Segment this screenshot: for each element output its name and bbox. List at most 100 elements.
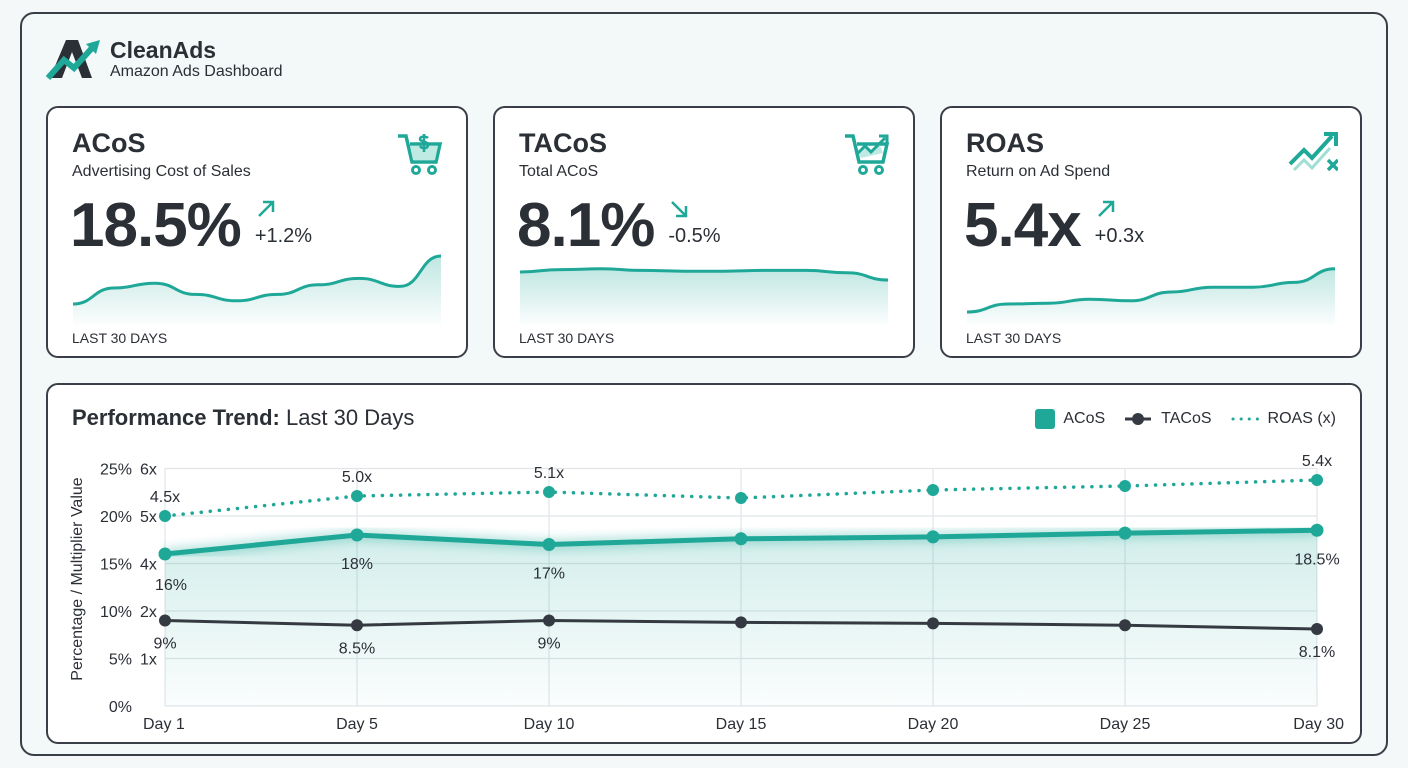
sparkline-line	[519, 267, 889, 282]
performance-chart: 0% 5% 1x 10% 2x 15% 4x 20% 5x 25% 6x Day 1 Day 5 Day …	[69, 453, 1344, 733]
data-point	[926, 530, 940, 544]
data-point	[734, 532, 748, 546]
card-value: 18.5%	[70, 191, 242, 260]
y-tick-pct: 25%	[100, 462, 132, 479]
x-tick-label: Day 20	[908, 716, 959, 733]
y-tick-pct: 15%	[100, 557, 132, 574]
y-tick-x: 2x	[140, 604, 157, 621]
panel-title: Performance Trend: Last 30 Days	[72, 405, 414, 431]
brand: CleanAds Amazon Ads Dashboard	[46, 34, 283, 84]
data-point	[1119, 619, 1131, 632]
data-point	[1311, 623, 1323, 636]
arrow-up-right-icon	[1097, 200, 1114, 217]
data-label: 17%	[533, 566, 565, 583]
data-point	[1118, 526, 1132, 540]
sparkline	[519, 267, 889, 324]
x-tick-label: Day 15	[716, 716, 767, 733]
data-label: 5.1x	[534, 465, 564, 482]
data-label: 9%	[153, 636, 176, 653]
card-delta-group: -0.5%	[668, 190, 721, 248]
card-subtitle: Advertising Cost of Sales	[72, 163, 251, 180]
data-point	[351, 490, 363, 502]
data-label: 5.4x	[1302, 453, 1332, 470]
card-footer: LAST 30 DAYS	[519, 330, 615, 346]
y-tick-pct: 10%	[100, 604, 132, 621]
data-label: 5.0x	[342, 469, 372, 486]
legend-tacos: TACoS	[1161, 410, 1212, 427]
data-point	[927, 484, 939, 496]
card-delta-group: +0.3x	[1095, 190, 1144, 248]
card-subtitle: Return on Ad Spend	[966, 163, 1111, 180]
card-delta: -0.5%	[668, 225, 721, 247]
card-title: ACoS	[72, 128, 146, 158]
card-value: 5.4x	[964, 191, 1082, 260]
panel-title-bold: Performance Trend:	[72, 405, 280, 430]
sparkline-line	[966, 267, 1336, 314]
data-label: 16%	[155, 577, 187, 594]
legend-tacos-swatch	[1125, 413, 1152, 425]
y-tick-pct: 20%	[100, 509, 132, 526]
data-point	[350, 528, 364, 542]
data-point	[735, 492, 747, 504]
data-label: 8.1%	[1299, 644, 1335, 661]
cart-dollar-icon	[398, 134, 443, 175]
card-title: ROAS	[966, 128, 1045, 158]
x-tick-label: Day 30	[1293, 716, 1344, 733]
arrow-up-right-icon	[257, 200, 275, 217]
arrow-down-right-icon	[671, 201, 688, 218]
card-title: TACoS	[519, 128, 607, 158]
data-label: 9%	[537, 636, 560, 653]
sparkline-area	[520, 268, 888, 324]
cart-trend-icon	[845, 134, 890, 175]
card-value-row: 18.5% +1.2%	[70, 190, 312, 262]
cleanads-logo-icon	[46, 40, 100, 80]
kpi-card-acos: ACoS Advertising Cost of Sales 18.5% +1.…	[46, 106, 468, 358]
x-tick-label: Day 5	[336, 716, 378, 733]
brand-subtitle: Amazon Ads Dashboard	[110, 63, 283, 80]
panel-title-rest: Last 30 Days	[279, 405, 415, 430]
card-value: 8.1%	[517, 191, 655, 260]
data-point	[351, 619, 363, 632]
sparkline	[966, 267, 1336, 324]
y-axis-label: Percentage / Multiplier Value	[69, 477, 86, 680]
card-delta: +1.2%	[254, 225, 313, 247]
data-point	[543, 486, 555, 498]
kpi-card-roas: ROAS Return on Ad Spend 5.4x +0.3x LAST …	[940, 106, 1362, 358]
sparkline-area	[73, 256, 441, 324]
data-point	[1119, 480, 1131, 492]
card-footer: LAST 30 DAYS	[72, 330, 168, 346]
legend-acos: ACoS	[1063, 410, 1106, 427]
y-tick-x: 5x	[140, 509, 157, 526]
y-tick-x: 4x	[140, 557, 157, 574]
data-point	[542, 538, 556, 551]
y-tick-x: 6x	[140, 462, 157, 479]
data-point	[159, 614, 171, 627]
card-delta-group: +1.2%	[255, 190, 312, 248]
y-tick-pct: 5%	[109, 652, 132, 669]
data-point	[159, 510, 171, 522]
x-tick-label: Day 25	[1100, 716, 1151, 733]
data-label: 4.5x	[150, 489, 180, 506]
brand-name: CleanAds	[110, 37, 217, 63]
chart-legend: ACoS TACoS ROAS (x)	[1035, 409, 1336, 429]
data-label: 18%	[341, 556, 373, 573]
data-label: 18.5%	[1294, 551, 1339, 568]
trend-arrow-x-icon	[1288, 132, 1338, 172]
data-label: 8.5%	[339, 640, 375, 657]
sparkline-line	[72, 254, 442, 306]
legend-roas: ROAS (x)	[1267, 410, 1336, 427]
kpi-card-tacos: TACoS Total ACoS 8.1% -0.5% LAST 30 DAYS	[493, 106, 915, 358]
data-point	[1310, 523, 1324, 537]
sparkline	[72, 254, 442, 324]
legend-acos-swatch	[1035, 409, 1056, 429]
card-subtitle: Total ACoS	[519, 163, 599, 180]
data-point	[158, 547, 172, 561]
card-value-row: 8.1% -0.5%	[517, 190, 721, 262]
y-tick-x: 1x	[140, 652, 157, 669]
performance-trend-panel: 0% 5% 1x 10% 2x 15% 4x 20% 5x 25% 6x Day 1 Day 5 Day …	[46, 383, 1362, 744]
legend-roas-swatch	[1231, 417, 1260, 421]
data-point	[1311, 474, 1323, 486]
data-point	[927, 617, 939, 630]
card-delta: +0.3x	[1094, 225, 1145, 247]
x-tick-label: Day 1	[143, 716, 185, 733]
